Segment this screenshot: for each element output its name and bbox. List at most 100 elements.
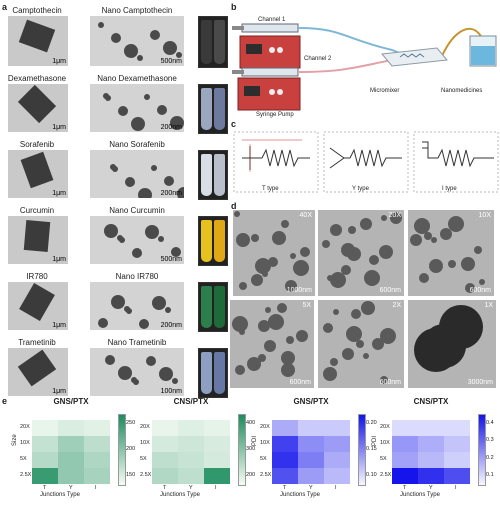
- particle: [265, 307, 271, 313]
- heatmap-cell: [58, 420, 84, 436]
- nanoparticle: [170, 116, 184, 130]
- particle: [424, 232, 432, 240]
- tem-image: 10X 600nm: [408, 210, 494, 296]
- heatmap-cell: [444, 420, 470, 436]
- crystal-shape: [20, 151, 54, 189]
- heatmap-cell: [84, 452, 110, 468]
- vial-photo: [198, 150, 228, 200]
- tem-scale-bar: 600nm: [379, 379, 401, 386]
- particle: [258, 354, 266, 362]
- drug-name-label: Trametinib: [18, 338, 56, 347]
- heatmap-cell: [204, 436, 230, 452]
- heatmap-title: CNS/PTX: [413, 397, 449, 406]
- particle: [348, 226, 356, 234]
- nanoparticle: [111, 33, 121, 43]
- colorbar-tick: 250: [126, 420, 136, 426]
- particle: [455, 219, 461, 225]
- heatmap-cell: [324, 436, 350, 452]
- panel-label-b: b: [231, 2, 237, 12]
- micromixer-label: Micromixer: [370, 88, 400, 94]
- heatmap-cell: [298, 436, 324, 452]
- vial-tube: [201, 88, 212, 130]
- nanoparticle: [145, 225, 159, 239]
- particle: [296, 330, 308, 342]
- heatmap-ytick: 20X: [140, 424, 150, 430]
- particle: [361, 301, 375, 315]
- heatmap-ylabel: PDI: [252, 435, 258, 446]
- colorbar-tick: 300: [246, 446, 256, 452]
- particle: [272, 231, 286, 245]
- vial-photo: [198, 216, 228, 266]
- particle: [323, 323, 333, 333]
- nanoparticle: [131, 117, 145, 131]
- heatmap-cell: [178, 452, 204, 468]
- heatmap-cell: [204, 420, 230, 436]
- heatmap-xtick: I: [335, 485, 337, 491]
- nanoparticle: [104, 224, 118, 238]
- heatmap-xtick: Y: [309, 485, 313, 491]
- heatmap-cell: [418, 468, 444, 484]
- heatmap-ytick: 5X: [260, 456, 267, 462]
- drug-scale-bar: 1μm: [52, 388, 66, 395]
- nanoparticle: [150, 30, 160, 40]
- heatmap-cell: [84, 436, 110, 452]
- nanoparticle: [139, 319, 149, 329]
- heatmap-cell: [58, 452, 84, 468]
- heatmap-xtick: I: [95, 485, 97, 491]
- nanoparticle: [151, 165, 157, 171]
- heatmap-ytick: 5X: [380, 456, 387, 462]
- panel-label-a: a: [2, 2, 8, 12]
- nano-scale-bar: 100nm: [160, 388, 182, 395]
- particle: [239, 282, 247, 290]
- particle: [461, 257, 475, 271]
- syringe-pump-diagram: [232, 23, 497, 111]
- vial-photo: [198, 84, 228, 134]
- vial-tube: [201, 352, 212, 394]
- nano-drug-name-label: Nano Dexamethasone: [97, 74, 177, 83]
- nanoparticle: [124, 306, 130, 312]
- nanoparticle: [125, 177, 135, 187]
- heatmap-xlabel: Junctions Type: [40, 492, 80, 498]
- particle: [235, 365, 245, 375]
- colorbar-tick: 0.15: [366, 446, 377, 452]
- heatmap-cell: [392, 420, 418, 436]
- particle: [341, 243, 355, 257]
- nanoparticle: [157, 105, 167, 115]
- nano-drug-name-label: Nano Camptothecin: [101, 6, 173, 15]
- heatmap-cell: [178, 420, 204, 436]
- particle: [285, 280, 297, 292]
- heatmap-cell: [298, 452, 324, 468]
- particle: [419, 273, 429, 283]
- heatmap-ytick: 20X: [260, 424, 270, 430]
- nano-em-image: 500nm: [90, 216, 184, 264]
- drug-em-image: 1μm: [8, 16, 68, 66]
- particle: [363, 353, 369, 359]
- colorbar: [478, 414, 486, 486]
- magnification-label: 20X: [388, 212, 401, 219]
- nanoparticle: [132, 248, 142, 258]
- vial-tube: [214, 154, 225, 196]
- particle: [234, 211, 240, 217]
- vial-photo: [198, 282, 228, 332]
- nanoparticle: [138, 188, 152, 198]
- crystal-shape: [17, 84, 57, 124]
- colorbar: [358, 414, 366, 486]
- tem-scale-bar: 3000nm: [467, 379, 493, 386]
- nanoparticle: [171, 247, 181, 257]
- y-type-label: Y type: [352, 186, 369, 192]
- particle: [440, 228, 452, 240]
- syringe-pump-label: Syringe Pump: [256, 112, 294, 118]
- particle: [390, 212, 402, 224]
- vial-tube: [201, 286, 212, 328]
- drug-scale-bar: 1μm: [52, 256, 66, 263]
- magnification-label: 10X: [478, 212, 491, 219]
- heatmap-xtick: T: [43, 485, 47, 491]
- crystal-shape: [23, 220, 51, 252]
- colorbar-tick: 0.20: [366, 420, 377, 426]
- particle: [300, 247, 310, 257]
- drug-em-image: 1μm: [8, 84, 68, 132]
- tem-scale-bar: 600nm: [469, 287, 491, 294]
- heatmap-cell: [272, 468, 298, 484]
- nanoparticle: [165, 307, 171, 313]
- heatmap-cell: [272, 452, 298, 468]
